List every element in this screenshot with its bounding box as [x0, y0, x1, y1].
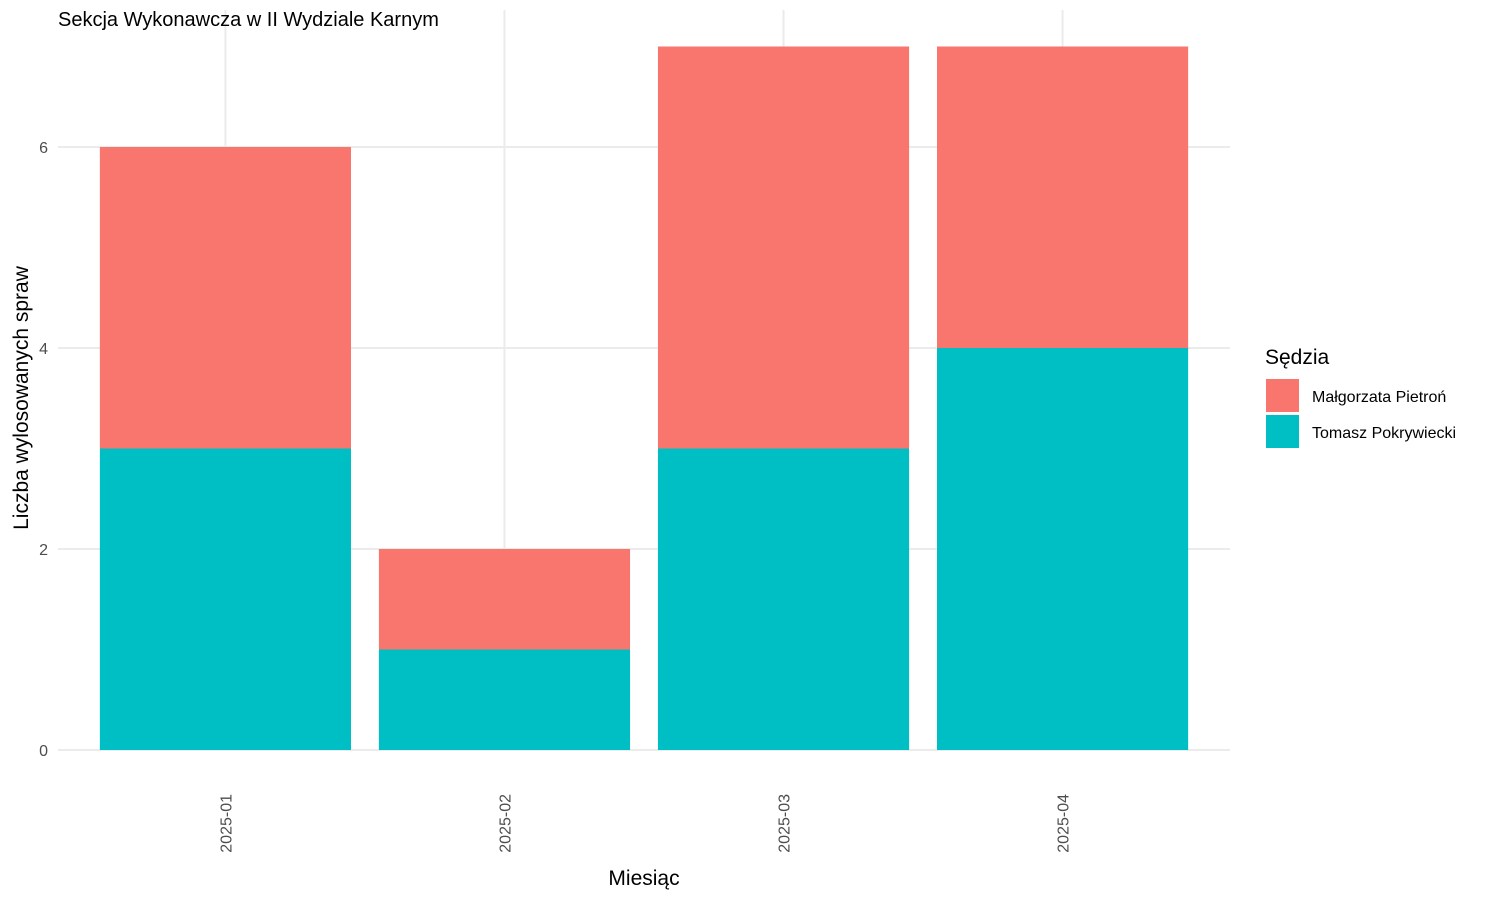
- y-axis-title: Liczba wylosowanych spraw: [10, 265, 33, 530]
- y-tick-label: 6: [39, 140, 48, 157]
- legend-swatch: [1266, 379, 1299, 412]
- bar-segment: [657, 46, 910, 449]
- legend-title: Sędzia: [1265, 346, 1330, 369]
- y-tick-label: 0: [39, 743, 48, 760]
- bar-segment: [99, 147, 351, 449]
- bar-segment: [99, 448, 351, 750]
- bar-segment: [937, 46, 1189, 348]
- legend-label: Tomasz Pokrywiecki: [1312, 425, 1456, 442]
- chart-title: Sekcja Wykonawcza w II Wydziale Karnym: [58, 9, 439, 31]
- bar-segment: [937, 348, 1189, 750]
- y-tick-label: 2: [39, 542, 48, 559]
- legend-label: Małgorzata Pietroń: [1312, 389, 1446, 406]
- bar-segment: [378, 549, 631, 650]
- legend: Sędzia Małgorzata Pietroń Tomasz Pokrywie…: [1265, 346, 1456, 448]
- x-tick-label: 2025-01: [218, 794, 235, 853]
- legend-swatch: [1266, 415, 1299, 448]
- x-tick-label: 2025-02: [497, 794, 514, 853]
- bar-segment: [657, 448, 910, 750]
- x-tick-label: 2025-04: [1056, 794, 1073, 853]
- bars: [99, 46, 1189, 750]
- bar-segment: [378, 649, 631, 750]
- y-axis-ticks: 0 2 4 6: [39, 140, 48, 760]
- y-tick-label: 4: [39, 341, 48, 358]
- x-tick-label: 2025-03: [777, 794, 794, 853]
- x-axis-ticks: 2025-01 2025-02 2025-03 2025-04: [218, 794, 1072, 853]
- x-axis-title: Miesiąc: [608, 867, 679, 890]
